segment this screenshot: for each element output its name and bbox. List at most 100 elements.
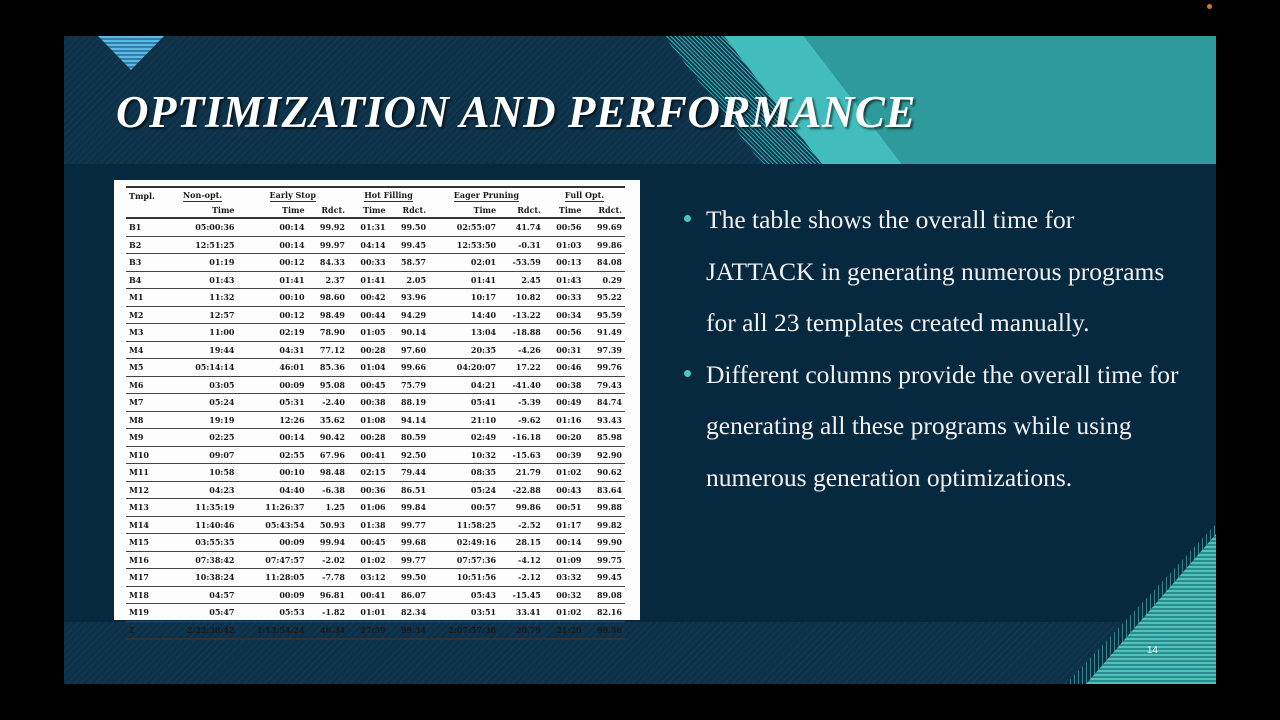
header-eager-pruning: Eager Pruning xyxy=(429,186,544,203)
row-label: M12 xyxy=(126,481,168,499)
table-cell: 04:57 xyxy=(167,586,238,604)
table-cell: 01:01 xyxy=(347,603,389,622)
table-cell: 09:07 xyxy=(167,446,238,464)
bullet-dot-icon xyxy=(684,215,691,222)
row-label: M10 xyxy=(126,446,168,464)
table-cell: 05:24 xyxy=(167,393,238,412)
table-row: B4 01:43 01:41 2.37 01:41 2.05 01:41 2.45 01:43 0… xyxy=(126,271,625,289)
table-cell: 00:44 xyxy=(347,306,389,324)
table-cell: 00:20 xyxy=(543,428,585,447)
table-cell: 01:02 xyxy=(543,603,585,622)
bullet-item: The table shows the overall time for JAT… xyxy=(684,194,1184,349)
table-cell: 02:49 xyxy=(429,428,500,447)
table-cell: 90.42 xyxy=(307,428,348,447)
row-label: M1 xyxy=(126,288,168,307)
table-cell: 99.86 xyxy=(584,236,625,254)
table-cell: 01:16 xyxy=(543,411,585,429)
table-cell: 03:51 xyxy=(429,603,500,622)
table-cell: 00:41 xyxy=(347,586,389,604)
table-cell: 05:41 xyxy=(429,393,500,412)
table-cell: 67.96 xyxy=(307,446,348,464)
table-cell: 94.29 xyxy=(388,306,430,324)
table-cell: 03:55:35 xyxy=(167,533,238,552)
table-cell: 01:17 xyxy=(543,516,585,534)
table-cell: 00:39 xyxy=(543,446,585,464)
table-cell: 01:06 xyxy=(347,498,389,517)
table-cell: -18.88 xyxy=(499,323,544,342)
bullet-dot-icon xyxy=(684,369,691,377)
table-cell: 99.88 xyxy=(584,498,625,517)
table-cell: 99.77 xyxy=(388,551,430,569)
table-cell: 95.22 xyxy=(584,288,625,307)
table-cell: 98.49 xyxy=(307,306,348,324)
table-cell: 00:34 xyxy=(543,306,585,324)
table-cell: 11:28:05 xyxy=(237,568,308,587)
table-cell: 05:14:14 xyxy=(167,358,238,377)
table-cell: 00:32 xyxy=(543,586,585,604)
row-label: M3 xyxy=(126,323,168,342)
header-hot-filling: Hot Filling xyxy=(347,186,430,203)
results-table: Tmpl. Non-opt. Early Stop Hot Filling Ea… xyxy=(126,186,625,640)
table-cell: 00:09 xyxy=(237,533,308,552)
table-row: M1 11:32 00:10 98.60 00:42 93.96 10:17 10.82 00:… xyxy=(126,288,625,307)
table-cell: 11:35:19 xyxy=(167,498,238,517)
row-label: M6 xyxy=(126,376,168,394)
row-label: M2 xyxy=(126,306,168,324)
table-cell: 99.92 xyxy=(307,218,348,237)
table-cell: -13.22 xyxy=(499,306,544,324)
table-cell: 10:17 xyxy=(429,288,500,307)
table-cell: 00:12 xyxy=(237,253,308,272)
table-cell: 92.50 xyxy=(388,446,430,464)
row-label: B1 xyxy=(126,218,168,237)
table-cell: 91.49 xyxy=(584,323,625,342)
bullet-text: The table shows the overall time for JAT… xyxy=(706,205,1165,337)
recording-indicator-dot xyxy=(1207,4,1212,9)
table-cell: 01:43 xyxy=(167,271,238,289)
table-cell: 86.07 xyxy=(388,586,430,604)
table-cell: 92.90 xyxy=(584,446,625,464)
table-cell: 95.08 xyxy=(307,376,348,394)
table-cell: 00:38 xyxy=(543,376,585,394)
table-cell: 00:14 xyxy=(237,428,308,447)
table-cell: 00:14 xyxy=(237,218,308,237)
table-cell: 10.82 xyxy=(499,288,544,307)
table-cell: 11:00 xyxy=(167,323,238,342)
row-label: M18 xyxy=(126,586,168,604)
slide-title: OPTIMIZATION AND PERFORMANCE xyxy=(116,87,916,137)
row-label: M13 xyxy=(126,498,168,517)
row-label: B2 xyxy=(126,236,168,254)
row-label: M17 xyxy=(126,568,168,587)
table-cell: 07:57:36 xyxy=(429,551,500,569)
table-cell: 10:38:24 xyxy=(167,568,238,587)
row-label: M19 xyxy=(126,603,168,622)
table-cell: 0.29 xyxy=(584,271,625,289)
subheader xyxy=(126,203,168,219)
table-cell: 00:45 xyxy=(347,533,389,552)
table-row: M14 11:40:46 05:43:54 50.93 01:38 99.77 11:58:… xyxy=(126,516,625,534)
table-cell: 02:55:07 xyxy=(429,218,500,237)
table-cell: 90.62 xyxy=(584,463,625,482)
table-row: M10 09:07 02:55 67.96 00:41 92.50 10:32 -15.63 0… xyxy=(126,446,625,464)
table-cell: 05:24 xyxy=(429,481,500,499)
table-cell: 01:43 xyxy=(543,271,585,289)
row-label: M4 xyxy=(126,341,168,359)
table-cell: 99.76 xyxy=(584,358,625,377)
table-cell: 10:51:56 xyxy=(429,568,500,587)
page-number: 14 xyxy=(1146,645,1158,656)
table-cell: 00:33 xyxy=(347,253,389,272)
table-cell: 41.74 xyxy=(499,218,544,237)
table-cell: 02:01 xyxy=(429,253,500,272)
subheader: Time xyxy=(429,203,500,219)
table-cell: 01:08 xyxy=(347,411,389,429)
table-cell: 85.98 xyxy=(584,428,625,447)
table-row: M17 10:38:24 11:28:05 -7.78 03:12 99.50 10:51:… xyxy=(126,568,625,587)
table-cell: 19:44 xyxy=(167,341,238,359)
table-row: M13 11:35:19 11:26:37 1.25 01:06 99.84 00:57 99… xyxy=(126,498,625,517)
table-cell: 00:33 xyxy=(543,288,585,307)
table-cell: -41.40 xyxy=(499,376,544,394)
table-cell: 00:09 xyxy=(237,586,308,604)
table-cell: 05:31 xyxy=(237,393,308,412)
table-cell: 99.82 xyxy=(584,516,625,534)
table-cell: 01:41 xyxy=(429,271,500,289)
table-cell: -53.59 xyxy=(499,253,544,272)
